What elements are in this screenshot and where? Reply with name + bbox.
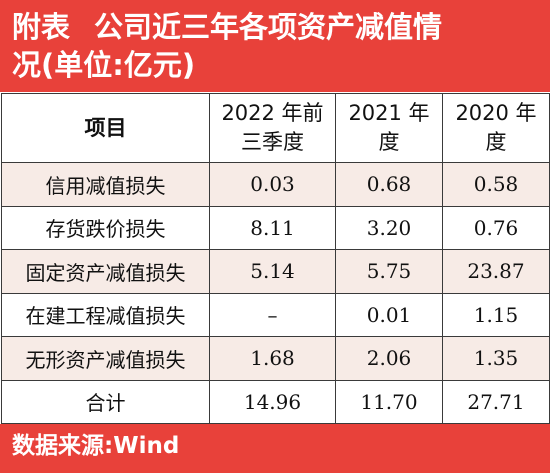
cell-2020: 1.35: [442, 336, 550, 381]
cell-2021: 11.70: [335, 379, 443, 424]
header-2020-line2: 度: [485, 130, 507, 154]
cell-2021: 3.20: [335, 205, 443, 250]
table-row: 在建工程减值损失 – 0.01 1.15: [1, 292, 550, 337]
asset-impairment-table: 项目 2022 年前 三季度 2021 年 度 2020 年 度 信用减值损失 …: [1, 93, 550, 424]
cell-2020: 0.58: [442, 162, 550, 207]
header-item-text: 项目: [84, 115, 127, 140]
cell-2022: 8.11: [209, 205, 336, 250]
cell-2020: 27.71: [442, 379, 550, 424]
cell-2021: 2.06: [335, 336, 443, 381]
header-2020-line1: 2020 年: [455, 101, 537, 125]
row-item: 在建工程减值损失: [1, 292, 210, 337]
header-2022-line1: 2022 年前: [221, 101, 324, 125]
header-2022-line2: 三季度: [241, 130, 304, 154]
row-item: 无形资产减值损失: [1, 336, 210, 381]
cell-2021: 5.75: [335, 249, 443, 294]
table-header-row: 项目 2022 年前 三季度 2021 年 度 2020 年 度: [1, 93, 550, 163]
cell-2020: 0.76: [442, 205, 550, 250]
header-2021: 2021 年 度: [335, 93, 443, 163]
source-footer: 数据来源:Wind: [0, 424, 550, 473]
header-2022: 2022 年前 三季度: [209, 93, 336, 163]
row-item: 合计: [1, 379, 210, 424]
title-label: 附表: [12, 10, 71, 44]
table-row-total: 合计 14.96 11.70 27.71: [1, 379, 550, 424]
table-row: 固定资产减值损失 5.14 5.75 23.87: [1, 249, 550, 294]
table-row: 存货跌价损失 8.11 3.20 0.76: [1, 205, 550, 250]
title-banner: 附表 公司近三年各项资产减值情 况(单位:亿元): [0, 0, 550, 92]
header-2020: 2020 年 度: [442, 93, 550, 163]
cell-2022: –: [209, 292, 336, 337]
cell-2021: 0.01: [335, 292, 443, 337]
title-line-1: 附表 公司近三年各项资产减值情: [12, 8, 538, 46]
row-item: 存货跌价损失: [1, 205, 210, 250]
cell-2020: 23.87: [442, 249, 550, 294]
row-item: 信用减值损失: [1, 162, 210, 207]
table-row: 信用减值损失 0.03 0.68 0.58: [1, 162, 550, 207]
cell-2022: 5.14: [209, 249, 336, 294]
cell-2022: 14.96: [209, 379, 336, 424]
cell-2022: 1.68: [209, 336, 336, 381]
header-2021-line2: 度: [378, 130, 400, 154]
title-text-1: 公司近三年各项资产减值情: [94, 10, 443, 44]
table-row: 无形资产减值损失 1.68 2.06 1.35: [1, 336, 550, 381]
cell-2020: 1.15: [442, 292, 550, 337]
header-2021-line1: 2021 年: [348, 101, 430, 125]
header-item: 项目: [1, 93, 210, 163]
title-line-2: 况(单位:亿元): [12, 48, 196, 82]
row-item: 固定资产减值损失: [1, 249, 210, 294]
cell-2021: 0.68: [335, 162, 443, 207]
cell-2022: 0.03: [209, 162, 336, 207]
